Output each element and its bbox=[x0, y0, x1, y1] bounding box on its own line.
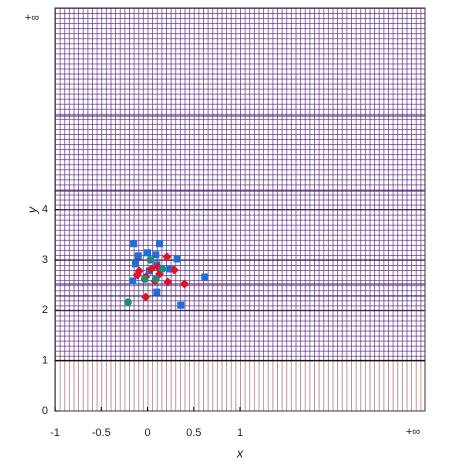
point bbox=[153, 288, 161, 296]
x-axis-label: x bbox=[236, 445, 244, 460]
y-tick-label: 0 bbox=[42, 405, 48, 417]
point bbox=[156, 240, 164, 248]
point bbox=[124, 298, 132, 306]
point bbox=[152, 275, 160, 283]
point bbox=[144, 249, 151, 257]
y-tick-label: 4 bbox=[42, 203, 48, 215]
minor-grid bbox=[55, 8, 425, 411]
point bbox=[169, 265, 179, 275]
x-tick-label: 0 bbox=[144, 427, 150, 439]
point bbox=[166, 265, 174, 273]
point bbox=[132, 270, 142, 280]
point bbox=[158, 265, 167, 273]
point bbox=[173, 255, 181, 263]
point bbox=[163, 277, 173, 287]
y-tick-label: 1 bbox=[42, 355, 48, 367]
y-axis-label: y bbox=[24, 205, 39, 214]
y-end-label: +∞ bbox=[25, 12, 39, 24]
point bbox=[162, 252, 172, 262]
point bbox=[130, 240, 138, 248]
point bbox=[180, 279, 189, 289]
point bbox=[201, 273, 209, 281]
x-end-label: +∞ bbox=[406, 426, 420, 438]
x-tick-label: 1 bbox=[237, 427, 243, 439]
point bbox=[134, 252, 142, 260]
x-tick-label: -0.5 bbox=[92, 427, 111, 439]
point bbox=[177, 301, 185, 309]
x-tick-label: 0.5 bbox=[186, 427, 201, 439]
x-tick-label: -1 bbox=[50, 427, 60, 439]
point bbox=[141, 292, 151, 302]
point bbox=[129, 277, 137, 285]
y-tick-label: 3 bbox=[42, 254, 48, 266]
point bbox=[140, 275, 149, 283]
point bbox=[131, 260, 139, 268]
y-tick-label: 2 bbox=[42, 304, 48, 316]
point bbox=[146, 256, 155, 264]
point bbox=[152, 251, 160, 259]
